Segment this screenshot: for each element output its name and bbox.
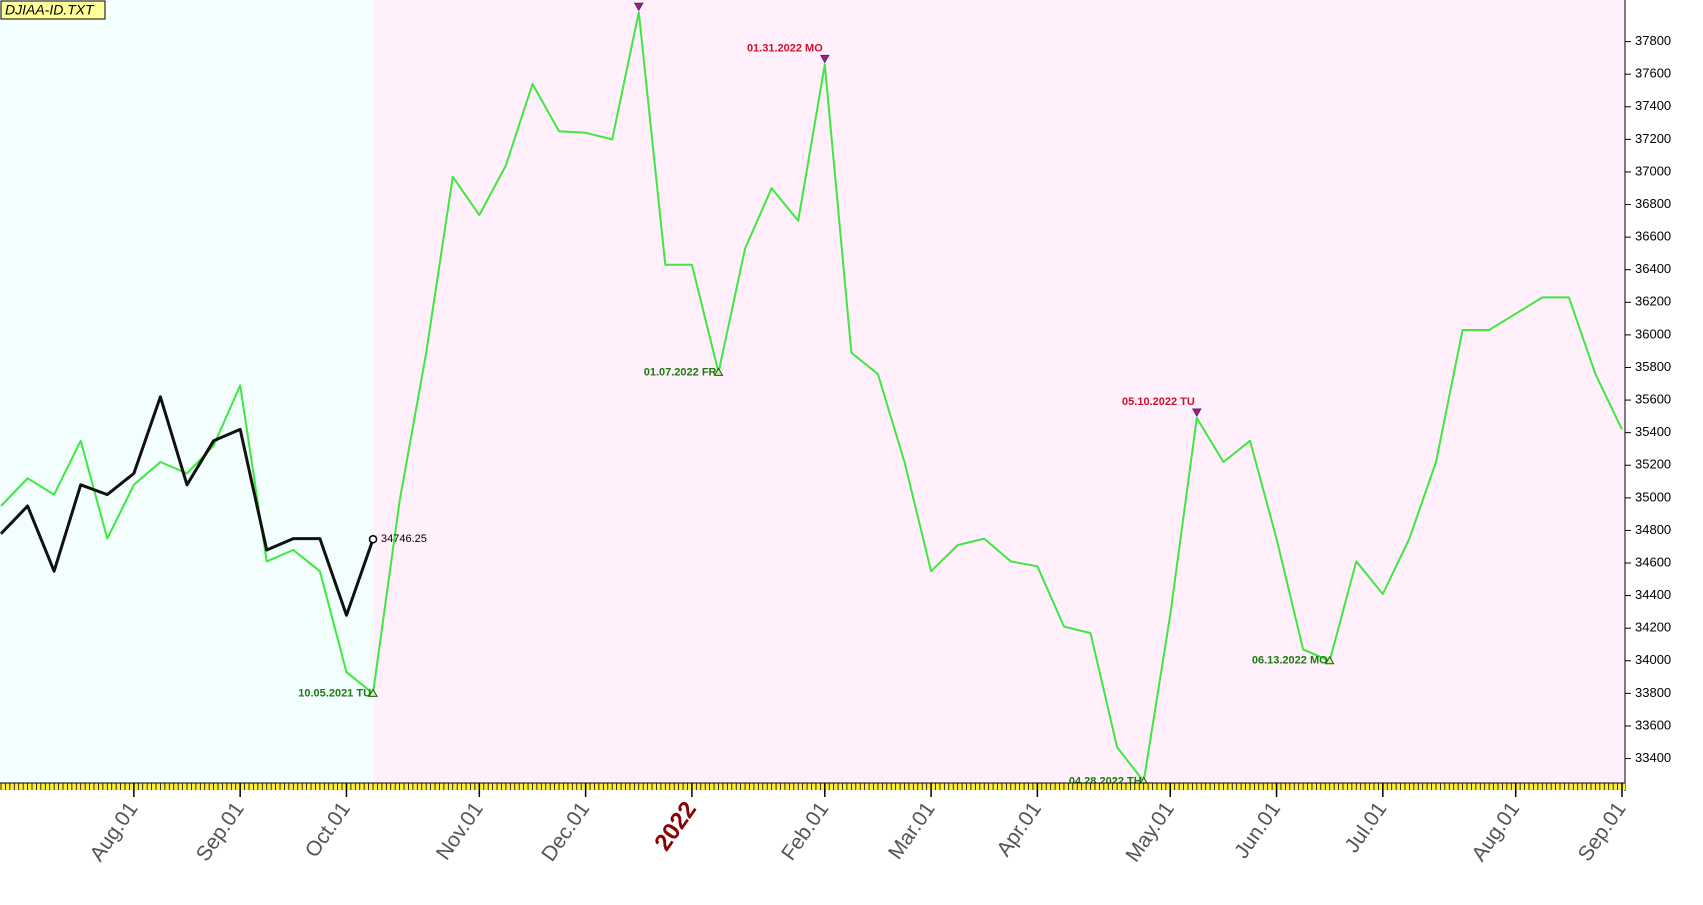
y-tick-label: 36400 [1635,261,1671,276]
y-tick-label: 36000 [1635,326,1671,341]
y-tick-label: 37400 [1635,98,1671,113]
pivot-marker [819,54,830,64]
y-tick-label: 34800 [1635,522,1671,537]
x-tick-label: May.01 [1121,798,1178,866]
y-tick-label: 37000 [1635,163,1671,178]
pivot-marker [1191,408,1202,418]
pivot-label: 01.31.2022 MO [747,42,823,54]
past-region [0,0,374,783]
x-tick-label: 2022 [649,797,702,856]
y-tick-label: 36600 [1635,229,1671,244]
y-tick-label: 36200 [1635,294,1671,309]
x-tick-label: Dec.01 [537,798,594,866]
y-tick-label: 37600 [1635,66,1671,81]
pivot-label: 06.13.2022 MO [1252,655,1328,667]
x-tick-label: Jun.01 [1230,798,1285,863]
y-tick-label: 34200 [1635,620,1671,635]
y-tick-label: 33600 [1635,717,1671,732]
x-tick-label: Aug.01 [85,798,142,866]
x-tick-label: Nov.01 [432,798,488,864]
x-tick-label: Sep.01 [1574,798,1631,866]
x-tick-label: Apr.01 [992,798,1046,861]
y-tick-label: 34000 [1635,652,1671,667]
x-axis-band [0,783,1625,790]
pivot-label: 05.10.2022 TU [1122,396,1195,408]
pivot-marker [633,2,644,12]
y-tick-label: 34600 [1635,554,1671,569]
y-tick-label: 35400 [1635,424,1671,439]
y-tick-label: 33400 [1635,750,1671,765]
chart-title: DJIAA-ID.TXT [5,2,95,18]
series-line [0,395,375,617]
pivot-label: 10.05.2021 TU [298,687,371,699]
pivot-marker [713,367,724,376]
x-tick-label: Aug.01 [1467,798,1524,866]
y-tick-label: 33800 [1635,685,1671,700]
background-layer [0,0,1626,783]
y-tick-label: 37200 [1635,131,1671,146]
y-tick-label: 35200 [1635,457,1671,472]
y-tick-label: 36800 [1635,196,1671,211]
x-tick-label: Oct.01 [301,798,355,862]
title-box [0,0,106,20]
x-tick-label: Jul.01 [1340,798,1391,857]
pivot-marker [1324,655,1335,665]
y-tick-label: 37800 [1635,33,1671,48]
x-tick-label: Mar.01 [884,798,940,864]
end-value-label: 34746.25 [381,533,427,545]
y-tick-label: 35000 [1635,489,1671,504]
future-region [373,0,1626,783]
y-tick-label: 35800 [1635,359,1671,374]
end-marker [368,534,378,544]
pivot-marker [368,688,378,697]
x-tick-label: Sep.01 [192,798,249,866]
pivot-label: 01.07.2022 FR [644,366,717,378]
y-tick-label: 34400 [1635,587,1671,602]
y-tick-label: 35600 [1635,392,1671,407]
series-line [0,11,1623,783]
pivot-label: 12.16.2021 TH [564,0,637,2]
x-tick-label: Feb.01 [777,798,833,865]
